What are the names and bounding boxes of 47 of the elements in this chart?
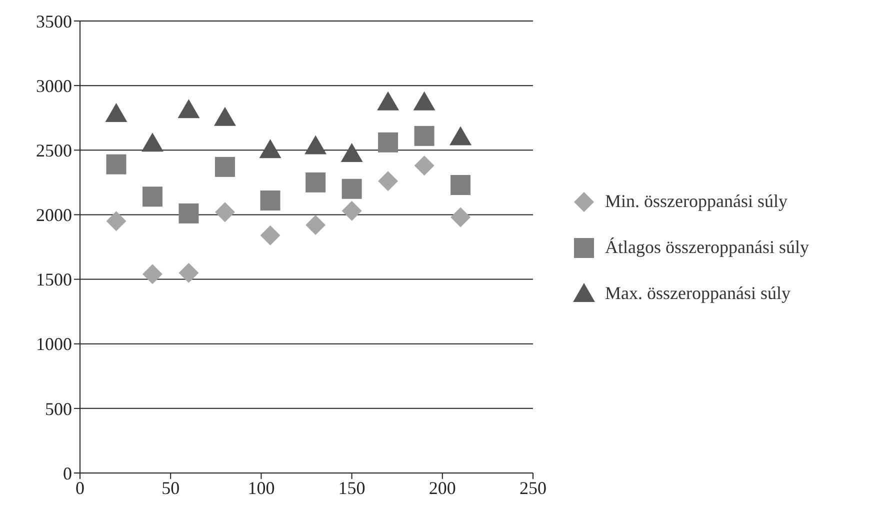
point xyxy=(304,135,327,154)
point xyxy=(414,126,434,146)
point xyxy=(414,156,434,176)
point xyxy=(141,132,164,152)
x-tick-label: 200 xyxy=(428,478,456,498)
legend-label: Max. összeroppanási súly xyxy=(605,282,790,305)
y-tick-label: 0 xyxy=(63,463,72,484)
point xyxy=(214,106,236,126)
point xyxy=(342,200,362,221)
point xyxy=(214,156,235,177)
y-tick-label: 1000 xyxy=(36,334,72,354)
point xyxy=(178,203,199,224)
y-tick-label: 1500 xyxy=(36,270,72,290)
x-tick-label: 150 xyxy=(338,478,366,498)
point xyxy=(377,91,400,110)
x-tick-label: 50 xyxy=(162,478,180,498)
point xyxy=(260,225,280,246)
point xyxy=(259,139,282,158)
y-tick-label: 500 xyxy=(45,398,72,419)
point xyxy=(105,102,128,122)
point xyxy=(260,190,280,211)
point xyxy=(142,264,162,284)
y-tick-label: 2000 xyxy=(36,205,72,226)
point xyxy=(340,143,363,162)
point xyxy=(342,178,362,199)
legend-label: Átlagos összeroppanási súly xyxy=(605,236,809,259)
y-tick-label: 3000 xyxy=(36,76,72,96)
y-tick-label: 2500 xyxy=(36,140,72,161)
point xyxy=(178,262,199,283)
x-tick-label: 100 xyxy=(248,478,275,498)
point xyxy=(214,202,235,222)
point xyxy=(178,99,200,118)
point xyxy=(378,171,398,192)
point xyxy=(413,91,436,110)
point xyxy=(306,172,326,192)
y-tick-label: 3500 xyxy=(36,11,72,32)
x-tick-label: 0 xyxy=(76,478,84,498)
point xyxy=(306,215,326,236)
point xyxy=(142,186,162,207)
legend-label: Min. összeroppanási súly xyxy=(605,190,788,213)
point xyxy=(450,175,471,196)
point xyxy=(106,154,126,174)
x-tick-label: 250 xyxy=(520,478,546,498)
point xyxy=(378,132,398,152)
point xyxy=(450,207,471,228)
point xyxy=(106,211,126,232)
point xyxy=(450,126,472,146)
